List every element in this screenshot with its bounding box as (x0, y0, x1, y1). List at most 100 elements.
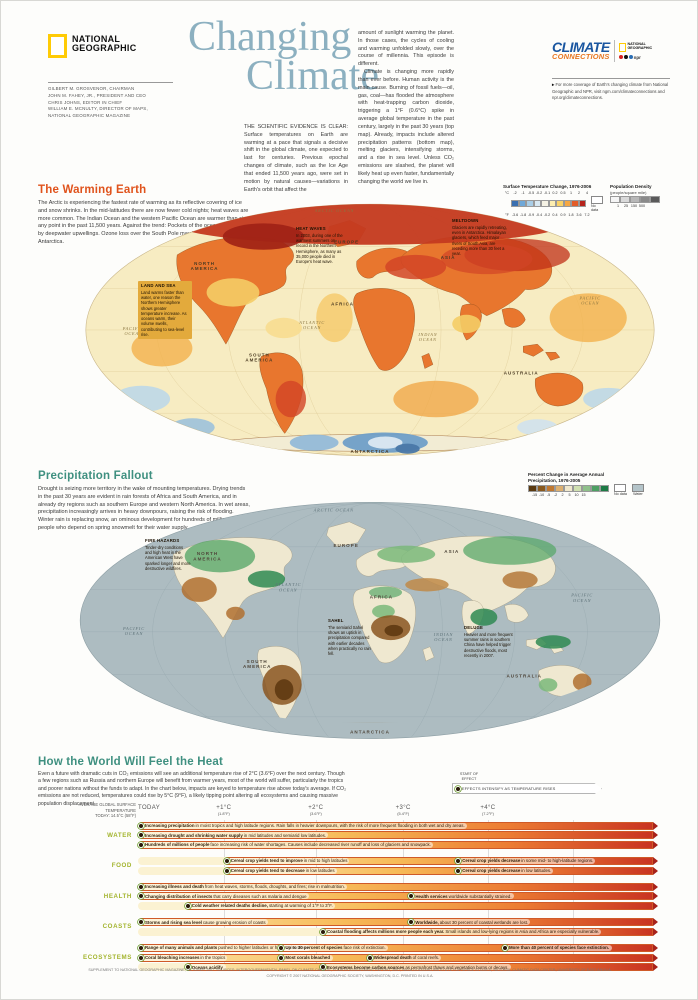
impact-text: in low latitudes. (521, 868, 552, 874)
anomaly-patch (441, 243, 533, 275)
population-legend-title: Population Density (610, 184, 652, 189)
legend-swatch (591, 485, 600, 492)
impact-text: face increasing risk of water shortages.… (210, 842, 431, 848)
scale-label: +4°C (480, 805, 496, 811)
npr-wordmark: npr (633, 54, 641, 60)
anomaly-patch (181, 577, 217, 602)
effect-start-dot-icon (185, 903, 190, 908)
anomaly-patch (316, 293, 353, 343)
continent-label: EUROPE (334, 240, 359, 245)
impact-bar-arrow-icon (653, 821, 658, 830)
scale-label: +2°C (308, 805, 324, 811)
continent-label: ANTARCTICA (350, 449, 389, 454)
landmass-madagascar (421, 353, 434, 369)
legend-tick: 500 (638, 203, 646, 208)
npr-logo: npr (618, 54, 670, 60)
temperature-ticks-celsius: °C -2 -1 -0.5 -0.2 -0.1 0.2 0.5 1 2 4 (503, 191, 603, 195)
legend-swatch (578, 200, 586, 207)
landmass-indonesia (523, 343, 561, 361)
legend-swatch (582, 485, 591, 492)
impact-segment: More than 40 percent of species face ext… (502, 944, 613, 951)
impact-row: Cold weather related deaths decline, sta… (138, 901, 658, 910)
impact-text: in low latitudes (305, 868, 335, 874)
heat-chart-heading: How the World Will Feel the Heat (38, 756, 223, 768)
impact-text: cause growing erosion of coasts (202, 919, 266, 925)
intro-paragraph: THE SCIENTIFIC EVIDENCE IS CLEAR: Surfac… (244, 124, 348, 193)
precip-color-ramp (528, 485, 609, 492)
ocean-label: ATLANTIC OCEAN (274, 582, 301, 592)
anomaly-patch (517, 419, 558, 436)
impact-segment: Cereal crop yields tend to improve in mi… (223, 857, 350, 864)
precip-legend-title: Percent Change in Average Annual (528, 472, 605, 477)
legend-swatch (546, 485, 555, 492)
legend-swatch (571, 200, 579, 207)
impact-bar-arrow-icon (653, 866, 658, 875)
anomaly-patch (384, 624, 404, 637)
legend-tick: 1.8 (568, 212, 574, 217)
legend-swatch (600, 485, 609, 492)
anomaly-patch (572, 673, 592, 691)
impact-segment: Coastal flooding affects millions more p… (320, 928, 602, 935)
anomaly-patch (226, 606, 245, 621)
impact-bold-text: Widespread death (373, 955, 412, 960)
scale-col-today: TODAY (138, 805, 160, 811)
landmass-madagascar (422, 646, 435, 662)
annotation-heat-waves: HEAT WAVES In 2003, during one of the war… (296, 226, 346, 264)
avg-note-line-2: TODAY: 14.5°C (58°F) (95, 813, 136, 819)
impact-text: that carry diseases such as malaria and … (213, 893, 307, 899)
impact-row: Oceans acidify Ecosystems become carbon s… (138, 963, 658, 972)
start-of-effect-label: START OF EFFECT (459, 772, 479, 781)
anomaly-patch (367, 436, 403, 449)
legend-tick: -10 (538, 493, 545, 497)
legend-tick: 3.6 (576, 212, 582, 217)
impact-segment: Increasing precipitation in moist tropic… (138, 822, 467, 829)
annotation-sahel: SAHEL The semiarid Sahel shows an uptick … (328, 618, 372, 656)
impact-bold-text: Storms and rising sea level (145, 919, 202, 925)
anomaly-patch (377, 545, 436, 563)
legend-tick: 150 (630, 203, 638, 208)
precip-no-data-swatch: No data (614, 484, 627, 496)
impact-text: pushed to higher latitudes or higher ele… (218, 945, 309, 951)
legend-swatch (511, 200, 519, 207)
impact-row: Increasing precipitation in moist tropic… (138, 821, 658, 830)
population-color-ramp (610, 195, 662, 203)
impact-segment: Cereal crop yields decrease in low latit… (455, 867, 554, 874)
water-label: Water (633, 492, 643, 496)
impact-segment: Coral bleaching increases in the tropics (138, 954, 228, 961)
scale-col-2c: +2°C (3.6°F) (308, 805, 323, 816)
npr-black-dot-icon (623, 55, 628, 59)
continent-label: ASIA (444, 549, 459, 554)
legend-tick: 10 (574, 493, 579, 497)
masthead-credit-line: NATIONAL GEOGRAPHIC MAGAZINE (48, 113, 131, 119)
legend-tick: -0.4 (535, 212, 543, 217)
effect-start-dot-icon (139, 920, 143, 925)
heat-group-food: FOOD Cereal crop yields tend to improve i… (58, 855, 658, 876)
continent-label: AUSTRALIA (506, 673, 542, 678)
legend-tick: 0.4 (552, 212, 558, 217)
scale-sublabel: (7.2°F) (481, 811, 494, 816)
legend-tick: 1 (569, 190, 573, 195)
impact-text: from heat waves, storms, floods, drought… (204, 884, 345, 890)
legend-tick: -2 (513, 190, 517, 195)
legend-tick: 2 (561, 493, 564, 497)
impact-row: Increasing illness and death from heat w… (138, 882, 658, 891)
annotation-land-and-sea: LAND AND SEA Land warms faster than water… (138, 281, 192, 340)
ng-yellow-frame-icon (48, 34, 67, 58)
legend-tick: -3.6 (511, 212, 519, 217)
ocean-label: PACIFIC OCEAN (570, 593, 593, 603)
fine-print-line-2: COPYRIGHT © 2007 NATIONAL GEOGRAPHIC SOC… (266, 973, 434, 978)
legend-swatch (548, 200, 556, 207)
impact-segment: Ecosystems become carbon sources as perm… (320, 964, 511, 971)
anomaly-patch (405, 578, 449, 592)
impact-segment: Widespread death of coral reefs. (366, 954, 442, 961)
landmass-southeast-asia (501, 307, 526, 328)
legend-swatch (563, 200, 571, 207)
precipitation-map-svg: ARCTIC OCEAN NORTH AMERICA EUROPE ASIA AFRICA… (79, 501, 661, 739)
annotation-body: In 2003, during one of the warmest summe… (296, 232, 343, 265)
map-labels: ARCTIC OCEAN NORTH AMERICA EUROPE ASIA AFRICA… (122, 508, 593, 735)
warming-map: ARCTIC OCEAN NORTH AMERICA EUROPE ASIA AFRICA… (75, 196, 665, 468)
ng-mini-logo: NATIONAL GEOGRAPHIC (618, 42, 670, 52)
impact-text: in some mid- to high-latitude regions. (521, 858, 594, 864)
legend-swatch (537, 485, 546, 492)
impact-bar-arrow-icon (653, 963, 658, 972)
